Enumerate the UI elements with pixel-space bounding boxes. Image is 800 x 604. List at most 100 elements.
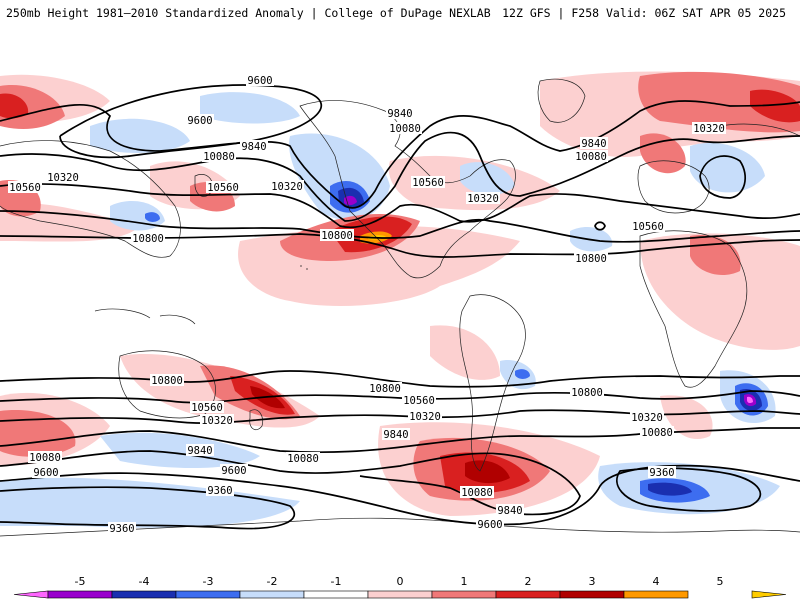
contour-label: 9840 — [186, 444, 214, 457]
colorbar-tick-label: -4 — [139, 575, 150, 588]
contour-label: 9600 — [186, 114, 214, 127]
contour-label: 9840 — [580, 137, 608, 150]
colorbar-legend: -5 -4 -3 -2 -1 0 1 2 3 4 5 — [0, 566, 800, 600]
svg-text:10080: 10080 — [461, 487, 493, 499]
contour-label: 10320 — [200, 414, 234, 427]
colorbar-tick-label: 3 — [589, 575, 596, 588]
contour-label: 10800 — [368, 382, 402, 395]
contour-label: 9360 — [648, 466, 676, 479]
colorbar-tick-label: 1 — [461, 575, 468, 588]
svg-text:9360: 9360 — [207, 485, 232, 497]
contour-label: 9600 — [246, 74, 274, 87]
contour-label: 10080 — [202, 150, 236, 163]
svg-text:10080: 10080 — [575, 151, 607, 163]
colorbar-ticks: -5 -4 -3 -2 -1 0 1 2 3 4 5 — [75, 575, 724, 588]
colorbar-bin — [47, 590, 113, 599]
anomaly-negative-1 — [110, 201, 165, 231]
contour-label: 10080 — [388, 122, 422, 135]
contour-label: 10800 — [150, 374, 184, 387]
contour-label: 10080 — [286, 452, 320, 465]
svg-text:9840: 9840 — [241, 141, 266, 153]
svg-text:10800: 10800 — [321, 230, 353, 242]
colorbar-bin — [495, 590, 561, 599]
contour-label: 9840 — [496, 504, 524, 517]
colorbar-bin — [239, 590, 305, 599]
svg-text:10080: 10080 — [389, 123, 421, 135]
svg-text:10560: 10560 — [403, 395, 435, 407]
colorbar-tick-label: -3 — [203, 575, 214, 588]
map-svg: 9600 9600 9840 9840 9840 10080 10080 100… — [0, 71, 800, 537]
svg-text:10800: 10800 — [571, 387, 603, 399]
anomaly-negative-1 — [460, 162, 515, 196]
model-run-info: 12Z GFS | F258 Valid: 06Z SAT APR 05 202… — [502, 6, 786, 20]
contour-label: 9360 — [206, 484, 234, 497]
svg-text:9600: 9600 — [247, 75, 272, 87]
contour-label: 10080 — [28, 451, 62, 464]
contour-label: 10080 — [574, 150, 608, 163]
svg-text:9840: 9840 — [187, 445, 212, 457]
svg-text:10320: 10320 — [409, 411, 441, 423]
anomaly-negative-1 — [90, 118, 190, 153]
anomaly-shading — [0, 71, 800, 528]
colorbar-bin — [559, 590, 625, 599]
colorbar-bin — [431, 590, 497, 599]
svg-text:10560: 10560 — [9, 182, 41, 194]
svg-text:9600: 9600 — [477, 519, 502, 531]
contour-label: 10560 — [631, 220, 665, 233]
contour-label: 10320 — [466, 192, 500, 205]
svg-text:10560: 10560 — [632, 221, 664, 233]
colorbar-tick-label: 5 — [717, 575, 724, 588]
svg-text:10320: 10320 — [467, 193, 499, 205]
anomaly-positive-1 — [640, 233, 800, 350]
contour-label: 10560 — [411, 176, 445, 189]
anomaly-negative-3 — [648, 482, 692, 496]
contour-label: 9840 — [240, 140, 268, 153]
svg-text:9600: 9600 — [33, 467, 58, 479]
svg-text:9360: 9360 — [109, 523, 134, 535]
svg-text:9840: 9840 — [581, 138, 606, 150]
colorbar-tick-label: 4 — [653, 575, 660, 588]
anomaly-negative-2 — [145, 212, 160, 222]
svg-text:10560: 10560 — [412, 177, 444, 189]
svg-text:10080: 10080 — [29, 452, 61, 464]
svg-text:10320: 10320 — [693, 123, 725, 135]
contour-label: 9840 — [382, 428, 410, 441]
colorbar-bin — [111, 590, 177, 599]
svg-text:10800: 10800 — [575, 253, 607, 265]
svg-text:10800: 10800 — [151, 375, 183, 387]
colorbar-bins — [13, 590, 787, 599]
svg-text:10320: 10320 — [631, 412, 663, 424]
colorbar-tick-label: -1 — [331, 575, 342, 588]
contour-label: 10560 — [8, 181, 42, 194]
contour-labels: 9600 9600 9840 9840 9840 10080 10080 100… — [8, 74, 726, 535]
contour-label: 9360 — [108, 522, 136, 535]
contour-label: 9600 — [220, 464, 248, 477]
contour-label: 10800 — [320, 229, 354, 242]
anomaly-negative-1 — [200, 92, 300, 124]
colorbar-tick-label: -2 — [267, 575, 278, 588]
contour-label: 10560 — [402, 394, 436, 407]
svg-text:10080: 10080 — [287, 453, 319, 465]
colorbar-bin — [13, 590, 49, 599]
svg-text:9600: 9600 — [187, 115, 212, 127]
contour-label: 10560 — [206, 181, 240, 194]
colorbar-bin — [367, 590, 433, 599]
colorbar-bin — [623, 590, 689, 599]
contour-label: 10800 — [574, 252, 608, 265]
contour-label: 10320 — [408, 410, 442, 423]
map-panel: 9600 9600 9840 9840 9840 10080 10080 100… — [0, 26, 800, 558]
map-title: 250mb Height 1981–2010 Standardized Anom… — [6, 6, 491, 20]
anomaly-positive-2 — [0, 410, 76, 457]
svg-text:10560: 10560 — [207, 182, 239, 194]
anomaly-negative-5 — [747, 396, 753, 404]
anomaly-positive-4 — [465, 460, 510, 484]
anomaly-positive-3 — [0, 93, 29, 119]
svg-text:10320: 10320 — [47, 172, 79, 184]
contour-label: 10320 — [46, 171, 80, 184]
contour-label: 9600 — [476, 518, 504, 531]
anomaly-positive-1 — [660, 395, 713, 440]
colorbar-tick-label: -5 — [75, 575, 86, 588]
contour-label: 10080 — [460, 486, 494, 499]
anomaly-positive-1 — [430, 325, 500, 380]
contour-label: 10080 — [640, 426, 674, 439]
